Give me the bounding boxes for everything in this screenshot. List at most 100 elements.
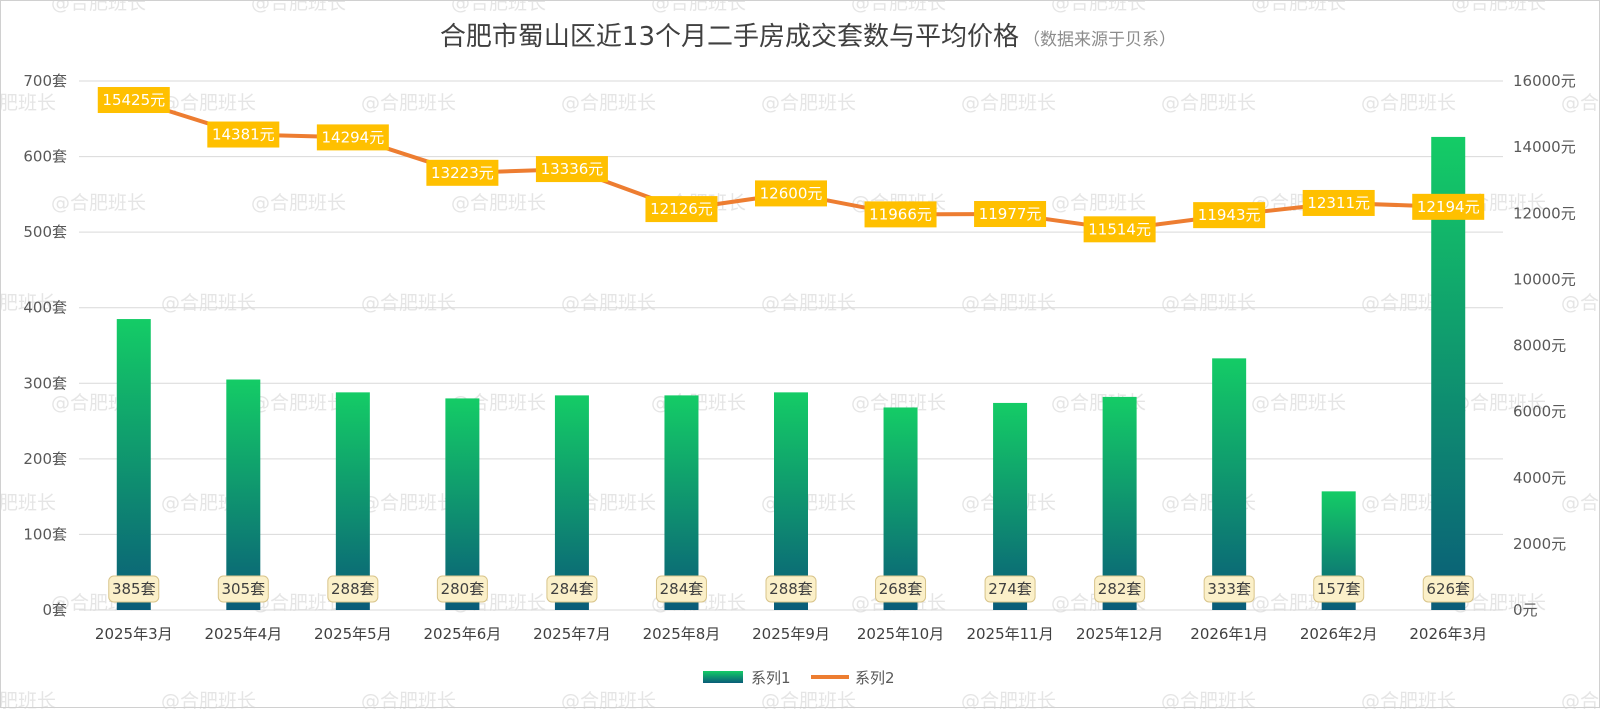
- watermark-text: @合肥班长: [1561, 292, 1600, 314]
- bar-5[interactable]: [554, 395, 589, 610]
- bar-data-label-box: [1203, 575, 1255, 603]
- watermark-text: @合肥班长: [561, 690, 656, 709]
- watermark-text: @合肥班长: [1451, 392, 1546, 414]
- bar-data-label-text: 284套: [550, 580, 594, 598]
- bar-data-label-text: 333套: [1207, 580, 1251, 598]
- watermark-text: @合肥班长: [561, 292, 656, 314]
- x-tick-label: 2025年3月: [95, 625, 173, 643]
- y-left-tick-label: 600套: [23, 148, 67, 166]
- watermark-text: @合肥班长: [251, 192, 346, 214]
- bar-data-label: 626套: [1422, 575, 1474, 603]
- y-right-tick-label: 8000元: [1513, 337, 1566, 355]
- legend-label-series2: 系列2: [855, 669, 895, 687]
- bar-11[interactable]: [1212, 358, 1247, 610]
- bar-data-label-box: [1094, 575, 1146, 603]
- bar-data-label: 385套: [108, 575, 160, 603]
- watermark-text: @合肥班长: [1561, 92, 1600, 114]
- line-data-label-text: 13336元: [541, 160, 604, 178]
- line-data-label-box: [645, 196, 718, 223]
- line-data-label: 13223元: [426, 159, 499, 186]
- y-right-tick-label: 4000元: [1513, 469, 1566, 487]
- watermark-text: @合肥班长: [451, 1, 546, 14]
- x-tick-label: 2025年4月: [204, 625, 282, 643]
- watermark-text: @合肥班长: [251, 592, 346, 614]
- bar-data-label-box: [436, 575, 488, 603]
- bar-9[interactable]: [993, 402, 1028, 610]
- bar-data-label-text: 305套: [221, 580, 265, 598]
- watermark-text: @合肥班长: [361, 92, 456, 114]
- bar-3[interactable]: [335, 392, 370, 610]
- watermark-text: @合肥班长: [1251, 1, 1346, 14]
- watermark-text: @合肥班长: [851, 1, 946, 14]
- line-data-label-box: [426, 159, 499, 186]
- y-left-tick-label: 700套: [23, 72, 67, 90]
- watermark-text: @合肥班长: [161, 92, 256, 114]
- y-left-tick-label: 500套: [23, 223, 67, 241]
- watermark-text: @合肥班长: [651, 1, 746, 14]
- watermark-text: @合肥班长: [161, 690, 256, 709]
- watermark-text: @合肥班长: [761, 92, 856, 114]
- bar-data-label-text: 626套: [1426, 580, 1470, 598]
- line-data-label-text: 12126元: [650, 200, 713, 218]
- bar-data-label: 280套: [436, 575, 488, 603]
- watermark-text: @合肥班长: [561, 92, 656, 114]
- watermark-text: @合肥班长: [1361, 92, 1456, 114]
- line-data-label-text: 13223元: [431, 164, 494, 182]
- bar-10[interactable]: [1102, 396, 1137, 610]
- bar-4[interactable]: [445, 398, 480, 610]
- watermark-text: @合肥班长: [1451, 592, 1546, 614]
- legend-label-series1: 系列1: [751, 669, 791, 687]
- watermark-text: @合肥班长: [51, 192, 146, 214]
- watermark-text: @合肥班长: [1, 92, 56, 114]
- bar-data-label-text: 280套: [441, 580, 485, 598]
- bar-data-label-text: 274套: [988, 580, 1032, 598]
- watermark-text: @合肥班长: [1161, 690, 1256, 709]
- line-data-label: 14294元: [316, 124, 389, 151]
- y-left-tick-label: 300套: [23, 374, 67, 392]
- line-data-label: 13336元: [535, 156, 608, 183]
- watermark-text: @合肥班长: [1051, 192, 1146, 214]
- bar-2[interactable]: [226, 379, 261, 610]
- line-data-label-box: [755, 180, 827, 207]
- line-data-label-box: [1412, 193, 1485, 220]
- watermark-text: @合肥班长: [251, 392, 346, 414]
- line-data-label: 11943元: [1193, 202, 1266, 229]
- legend[interactable]: 系列1 系列2: [703, 669, 895, 687]
- watermark-text: @合肥班长: [1161, 92, 1256, 114]
- watermark-text: @合肥班长: [1161, 292, 1256, 314]
- y-right-tick-label: 2000元: [1513, 535, 1566, 553]
- line-data-label: 15425元: [97, 87, 170, 114]
- bars: [116, 136, 1466, 610]
- line-data-label: 12311元: [1302, 189, 1375, 216]
- watermark-text: @合肥班长: [1561, 492, 1600, 514]
- y-right-tick-label: 14000元: [1513, 138, 1576, 156]
- bar-data-label: 274套: [984, 575, 1036, 603]
- line-data-label-box: [1302, 189, 1375, 216]
- y-right-tick-label: 6000元: [1513, 403, 1566, 421]
- line-data-label-text: 12600元: [760, 184, 823, 202]
- line-data-label-box: [207, 121, 280, 148]
- x-tick-label: 2025年8月: [643, 625, 721, 643]
- bar-6[interactable]: [664, 395, 699, 610]
- line-data-label-text: 14294元: [321, 128, 384, 146]
- y-right-tick-label: 12000元: [1513, 204, 1576, 222]
- bar-1[interactable]: [116, 319, 151, 610]
- bar-data-label-box: [765, 575, 817, 603]
- watermark-text: @合肥班长: [761, 292, 856, 314]
- x-tick-label: 2025年12月: [1076, 625, 1163, 643]
- bar-data-label-box: [875, 575, 927, 603]
- y-left-tick-label: 100套: [23, 525, 67, 543]
- x-tick-label: 2026年2月: [1300, 625, 1378, 643]
- watermark-text: @合肥班长: [1251, 392, 1346, 414]
- x-tick-label: 2026年3月: [1409, 625, 1487, 643]
- line-data-label-box: [864, 201, 937, 228]
- line-data-label-box: [974, 201, 1047, 228]
- bar-data-label-text: 385套: [112, 580, 156, 598]
- watermark-text: @合肥班长: [1, 292, 56, 314]
- y-right-tick-label: 10000元: [1513, 270, 1576, 288]
- bar-data-label-box: [327, 575, 379, 603]
- bar-7[interactable]: [774, 392, 808, 610]
- bar-data-label-text: 288套: [769, 580, 813, 598]
- bar-data-label-box: [655, 575, 707, 603]
